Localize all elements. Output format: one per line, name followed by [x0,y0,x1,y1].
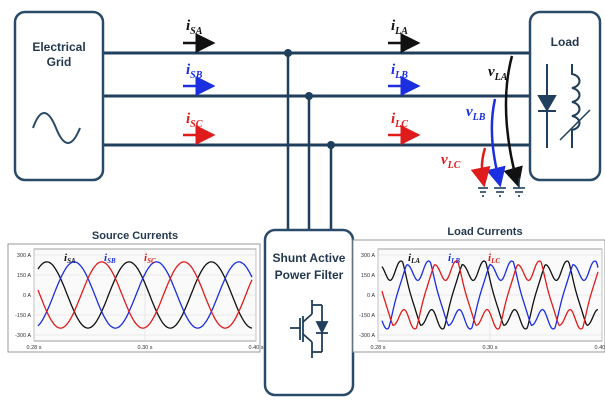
label-isb: iSB [186,62,203,81]
source-plot-title: Source Currents [91,230,179,242]
x-tick-label: 0.28 s [371,345,386,351]
label-ilc: iLC [391,111,408,130]
y-tick-label: 300 A [361,253,375,259]
x-tick-label: 0.30 s [138,345,153,351]
series-sc-curve [37,261,253,329]
load-plot-title: Load Currents [447,226,523,238]
legend-sc: iSC [144,252,156,265]
legend-sa: iSA [64,252,76,265]
vlb-arrow [486,98,506,188]
x-tick-label: 0.30 s [483,345,498,351]
series-la-curve [381,260,599,330]
y-tick-label: 150 A [361,273,375,279]
vlc-arrow [470,147,491,188]
series-lb-curve [381,260,599,330]
x-tick-label: 0.40 s [249,345,264,351]
legend-sb: iSB [104,252,116,265]
label-isc: iSC [186,111,203,130]
vla-arrow [503,55,523,188]
label-vla: vLA [488,64,508,83]
igbt-icon [290,300,329,358]
ground-icon [478,178,525,197]
y-tick-label: -300 A [15,333,31,339]
y-tick-label: -150 A [359,313,375,319]
label-vlb: vLB [466,104,486,123]
load-variable-arrow [559,109,591,141]
series-sa-curve [37,261,253,329]
x-tick-label: 0.40 s [595,345,605,351]
y-tick-label: -150 A [15,313,31,319]
y-tick-label: 300 A [17,253,31,259]
y-tick-label: -300 A [359,333,375,339]
source-currents-plot: 300 A 150 A 0 A -150 A -300 A 0.28 s 0.30 s 0.4… [7,243,264,353]
grid-title: Electrical Grid [32,40,86,69]
label-isa: iSA [186,18,203,37]
load-title: Load [550,35,580,49]
label-vlc: vLC [441,152,461,171]
x-tick-label: 0.28 s [27,345,42,351]
filter-title: Shunt Active Power Filter [272,251,346,282]
label-ila: iLA [391,18,408,37]
y-tick-label: 150 A [17,273,31,279]
ac-source-icon [32,112,81,144]
diode-icon [537,64,557,148]
series-sb-curve [37,261,253,329]
y-tick-label: 0 A [367,293,375,299]
load-currents-plot: 300 A 150 A 0 A -150 A -300 A 0.28 s 0.30 s 0.4… [352,239,605,353]
y-tick-label: 0 A [23,293,31,299]
label-ilb: iLB [391,62,408,81]
electrical-grid-block [13,10,105,182]
series-lc-curve [381,260,599,330]
